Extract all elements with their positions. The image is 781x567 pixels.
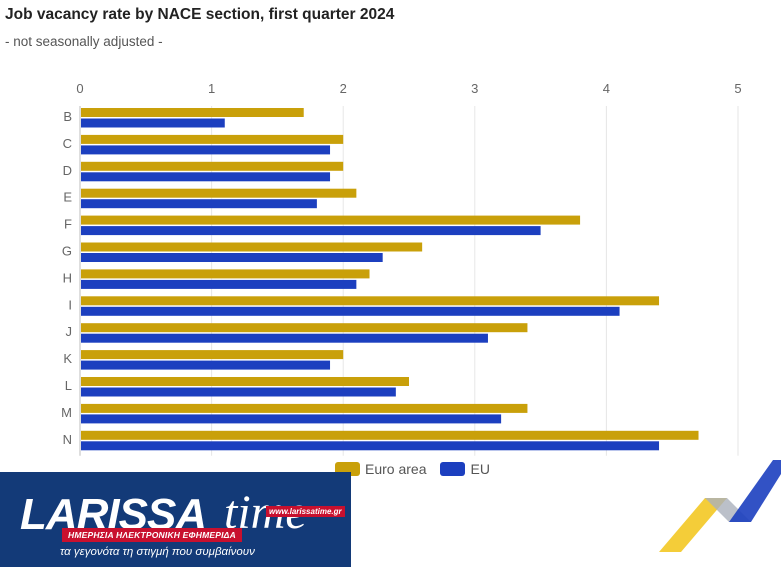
legend-label-euro-area: Euro area (365, 461, 427, 477)
decorative-arrow-graphic (659, 460, 781, 552)
y-category-label: D (63, 163, 72, 178)
chart-title: Job vacancy rate by NACE section, first … (5, 6, 395, 23)
bar-euro-area (81, 350, 344, 360)
x-tick-label: 5 (734, 81, 741, 96)
y-category-label: G (62, 244, 72, 259)
bar-euro-area (81, 242, 423, 252)
y-category-label: M (61, 405, 72, 420)
bar-euro-area (81, 403, 528, 413)
bar-euro-area (81, 323, 528, 333)
bar-eu (81, 333, 488, 343)
bar-eu (81, 145, 331, 155)
y-category-label: L (65, 378, 72, 393)
bar-euro-area (81, 377, 409, 386)
bar-eu (81, 387, 396, 397)
legend-swatch-eu (440, 462, 466, 476)
x-tick-label: 4 (603, 81, 610, 96)
legend-label-eu: EU (470, 461, 490, 477)
legend-item-eu[interactable]: EU (440, 461, 490, 477)
bar-eu (81, 199, 317, 209)
bar-eu (81, 306, 620, 316)
larissatime-logo[interactable]: LARISSA time www.larissatime.gr ΗΜΕΡΗΣΙΑ… (0, 472, 351, 567)
y-category-label: N (63, 432, 72, 447)
bar-eu (81, 441, 660, 451)
bar-eu (81, 414, 502, 424)
bar-euro-area (81, 161, 344, 171)
bar-eu (81, 253, 383, 262)
bar-eu (81, 360, 331, 370)
y-category-label: B (63, 109, 72, 124)
bar-euro-area (81, 108, 304, 117)
x-tick-label: 3 (471, 81, 478, 96)
logo-tagline-strip: ΗΜΕΡΗΣΙΑ ΗΛΕΚΤΡΟΝΙΚΗ ΕΦΗΜΕΡΙΔΑ (62, 528, 242, 542)
x-tick-label: 2 (340, 81, 347, 96)
y-category-label: C (63, 136, 72, 151)
bar-euro-area (81, 188, 357, 198)
y-category-label: F (64, 217, 72, 232)
bar-eu (81, 118, 225, 128)
legend-item-euro-area[interactable]: Euro area (335, 461, 426, 477)
bar-eu (81, 172, 331, 182)
y-category-label: K (63, 351, 72, 366)
bar-eu (81, 226, 541, 236)
x-tick-label: 1 (208, 81, 215, 96)
x-tick-label: 0 (76, 81, 83, 96)
logo-slogan: τα γεγονότα τη στιγμή που συμβαίνουν (60, 546, 255, 558)
bar-eu (81, 279, 357, 289)
y-category-label: J (66, 324, 73, 339)
chart-subtitle: - not seasonally adjusted - (5, 34, 163, 49)
y-category-label: I (68, 297, 72, 312)
y-category-label: H (63, 270, 72, 285)
chart-legend: Euro area EU (335, 461, 504, 477)
bar-euro-area (81, 215, 581, 225)
bar-euro-area (81, 296, 660, 306)
y-category-label: E (63, 190, 72, 205)
bar-euro-area (81, 430, 699, 440)
bar-euro-area (81, 134, 344, 144)
logo-url: www.larissatime.gr (266, 506, 345, 517)
bar-euro-area (81, 269, 370, 279)
